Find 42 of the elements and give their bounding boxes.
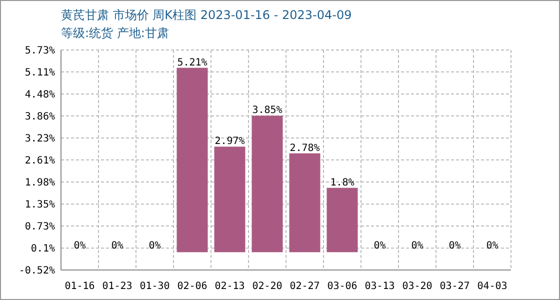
x-tick-label: 02-27 xyxy=(290,281,320,292)
data-label: 0% xyxy=(74,240,86,252)
y-tick-label: 4.48% xyxy=(24,90,55,100)
x-tick-label: 01-16 xyxy=(64,281,95,292)
y-tick-label: 0.1% xyxy=(30,244,55,255)
x-tick-label: 03-06 xyxy=(327,281,358,292)
x-tick-label: 02-20 xyxy=(252,281,282,292)
data-label: 5.21% xyxy=(177,57,208,68)
y-tick-label: 0.73% xyxy=(24,222,55,232)
data-label: 0% xyxy=(111,240,124,252)
data-label: 0% xyxy=(448,240,461,252)
bar xyxy=(289,153,320,252)
x-tick-label: 03-20 xyxy=(402,281,432,292)
data-label: 0% xyxy=(148,240,161,252)
y-tick-label: 5.11% xyxy=(24,67,55,78)
chart-subtitle: 等级:统货 产地:甘肃 xyxy=(61,26,169,40)
x-tick-label: 02-13 xyxy=(214,281,245,292)
data-label: 0% xyxy=(486,240,498,252)
bar xyxy=(176,68,208,252)
y-tick-label: 5.73% xyxy=(24,46,55,56)
data-label: 0% xyxy=(374,240,386,252)
bar xyxy=(252,116,283,252)
y-tick-label: 1.35% xyxy=(24,200,55,211)
chart-title: 黄芪甘肃 市场价 周K柱图 2023-01-16 - 2023-04-09 xyxy=(61,8,352,22)
y-tick-label: -0.52% xyxy=(18,266,55,276)
x-tick-label: 04-03 xyxy=(477,281,508,292)
y-tick-label: 1.98% xyxy=(24,178,55,188)
data-label: 0% xyxy=(411,240,424,252)
bar xyxy=(214,146,246,252)
data-label: 3.85% xyxy=(252,105,282,116)
x-tick-label: 02-06 xyxy=(177,281,208,292)
bar xyxy=(326,188,358,252)
x-tick-label: 01-30 xyxy=(140,281,170,292)
data-label: 2.97% xyxy=(214,136,245,148)
y-tick-label: 3.23% xyxy=(24,134,55,144)
y-tick-label: 3.86% xyxy=(24,111,55,122)
data-label: 1.8% xyxy=(330,177,354,188)
x-tick-label: 03-27 xyxy=(440,281,470,292)
x-tick-label: 01-23 xyxy=(102,281,132,292)
x-tick-label: 03-13 xyxy=(364,281,395,292)
data-label: 2.78% xyxy=(290,142,320,154)
y-tick-label: 2.61% xyxy=(24,155,55,166)
